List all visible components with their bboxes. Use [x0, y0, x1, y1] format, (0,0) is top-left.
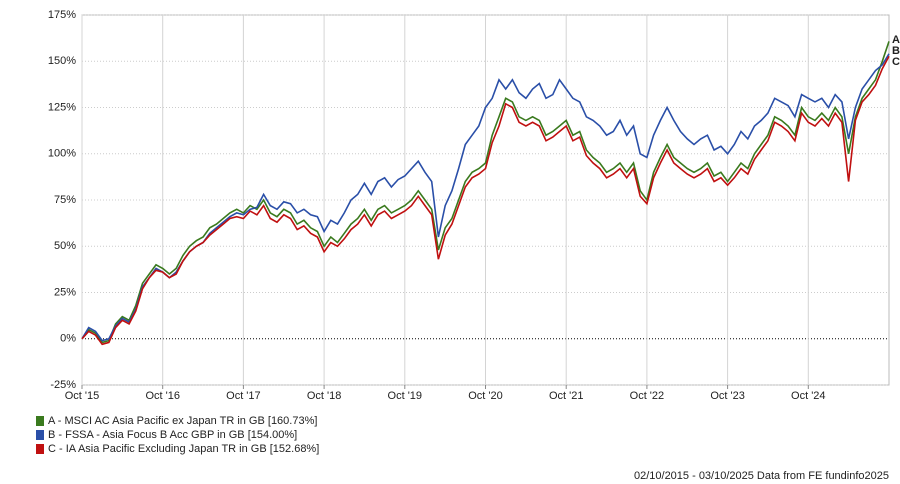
y-tick-label: -25% — [50, 379, 76, 391]
x-tick-label: Oct '20 — [468, 390, 503, 402]
legend-swatch — [36, 416, 44, 426]
x-tick-label: Oct '23 — [710, 390, 745, 402]
y-tick-label: 125% — [48, 101, 76, 113]
y-tick-label: 0% — [60, 333, 76, 345]
x-tick-label: Oct '21 — [549, 390, 584, 402]
legend-label: A - MSCI AC Asia Pacific ex Japan TR in … — [48, 415, 317, 427]
x-tick-label: Oct '17 — [226, 390, 261, 402]
y-tick-label: 175% — [48, 9, 76, 21]
series-line — [81, 41, 890, 344]
legend-swatch — [36, 444, 44, 454]
x-tick-label: Oct '22 — [630, 390, 665, 402]
series-line — [81, 53, 890, 342]
y-tick-label: 25% — [54, 286, 76, 298]
end-tag: A — [892, 34, 900, 46]
series-line — [81, 55, 890, 346]
x-tick-label: Oct '15 — [65, 390, 100, 402]
y-tick-label: 50% — [54, 240, 76, 252]
x-tick-label: Oct '16 — [145, 390, 180, 402]
source-note: 02/10/2015 - 03/10/2025 Data from FE fun… — [634, 470, 889, 482]
end-tag: C — [892, 56, 900, 68]
end-tag: B — [892, 45, 900, 57]
y-tick-label: 100% — [48, 148, 76, 160]
x-tick-label: Oct '24 — [791, 390, 826, 402]
y-tick-label: 75% — [54, 194, 76, 206]
x-tick-label: Oct '19 — [388, 390, 423, 402]
legend-label: B - FSSA - Asia Focus B Acc GBP in GB [1… — [48, 429, 297, 441]
x-tick-label: Oct '18 — [307, 390, 342, 402]
y-tick-label: 150% — [48, 55, 76, 67]
legend-swatch — [36, 430, 44, 440]
legend-label: C - IA Asia Pacific Excluding Japan TR i… — [48, 443, 319, 455]
